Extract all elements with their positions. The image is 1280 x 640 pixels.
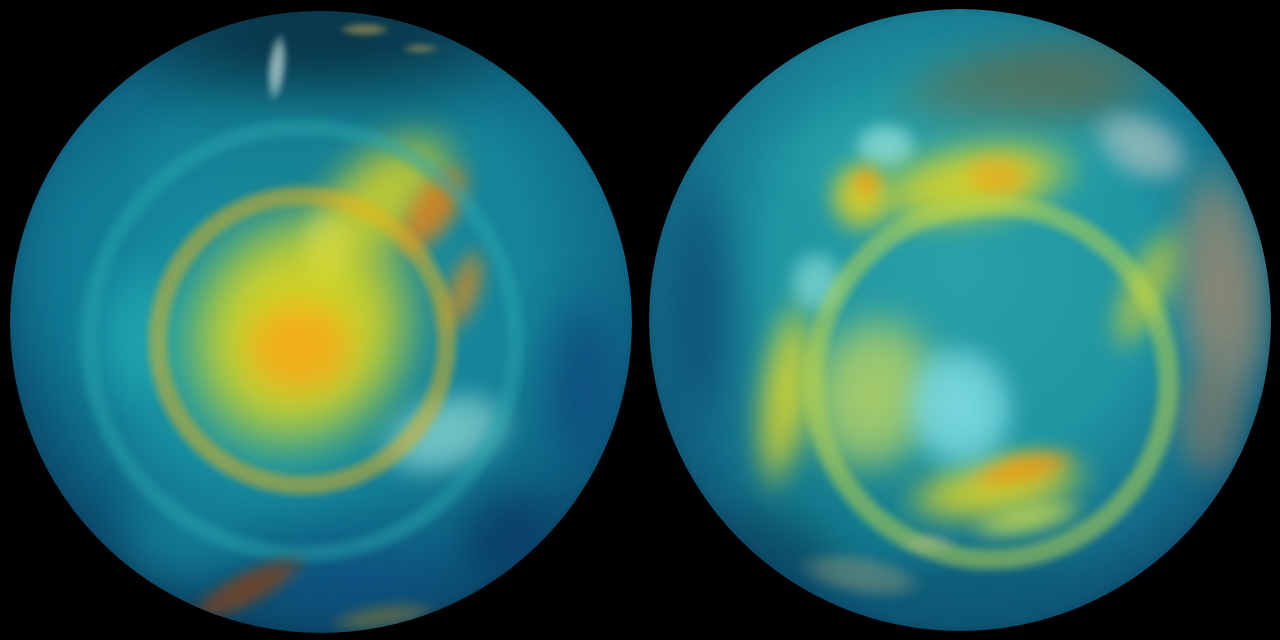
globe-south-pole [10,11,632,633]
layer-atmosphere-rim [10,11,632,633]
globe-north-pole [649,9,1271,631]
layer-atmosphere-rim [649,9,1271,631]
